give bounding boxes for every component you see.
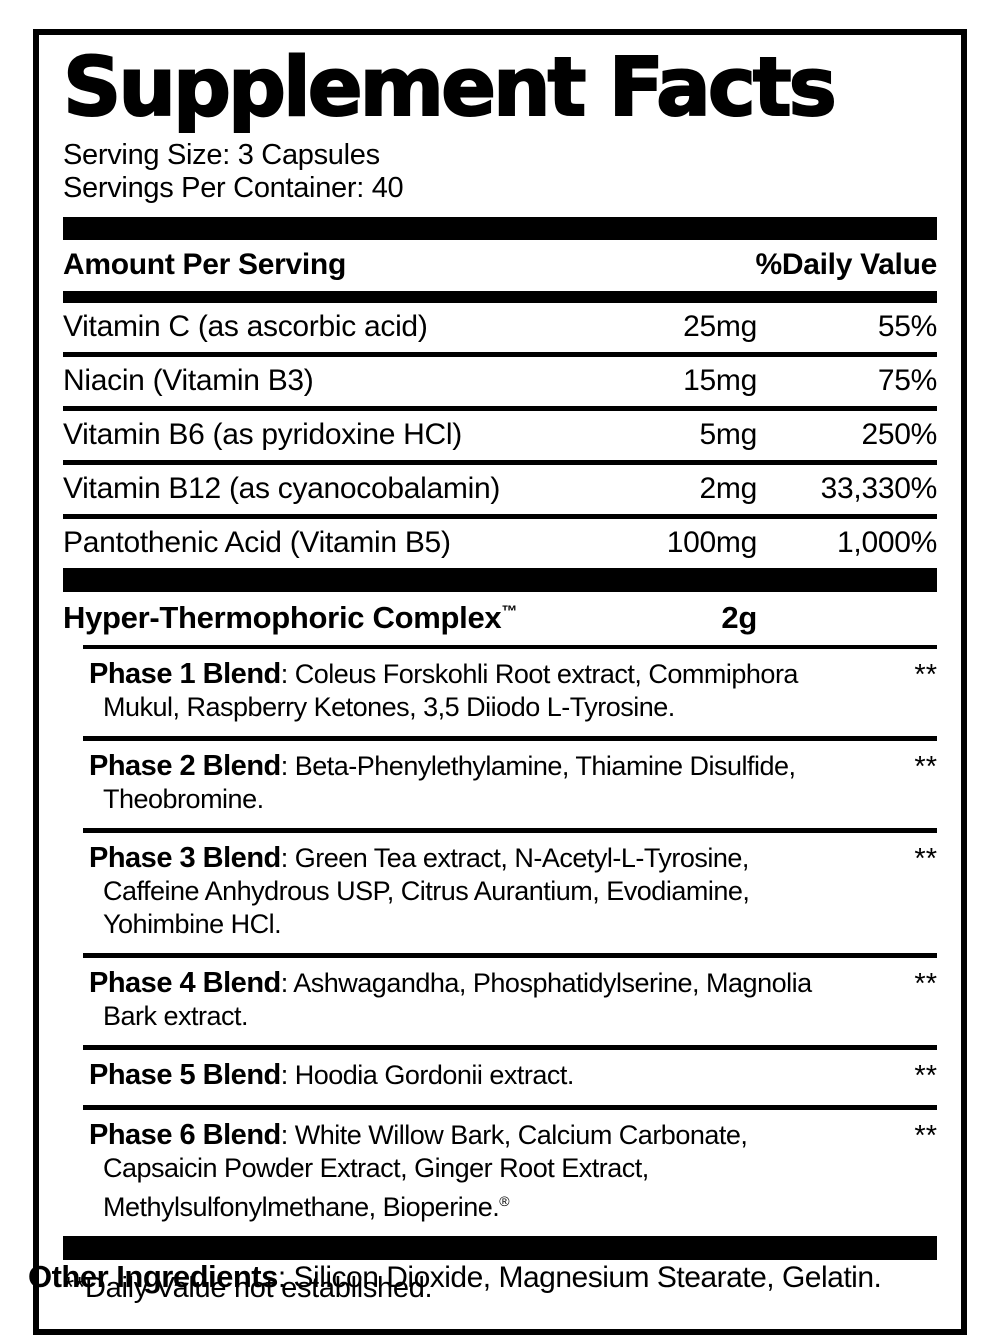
daily-value-footnote: **Daily Value not established. <box>63 1271 433 1304</box>
daily-value-header: %Daily Value <box>755 247 938 281</box>
nutrient-amount: 2mg <box>699 471 758 505</box>
phase-name: Phase 5 Blend <box>89 1058 281 1091</box>
nutrient-dv: 55% <box>877 309 937 343</box>
phase-name: Phase 1 Blend <box>89 657 281 690</box>
phase-row: Phase 3 Blend: Green Tea extract, N-Acet… <box>83 833 937 958</box>
phase-dv: ** <box>914 750 937 783</box>
phase-description: : White Willow Bark, Calcium Carbonate, … <box>103 1119 748 1222</box>
serving-size: Serving Size: 3 Capsules <box>63 138 380 171</box>
phase-dv: ** <box>914 1059 937 1092</box>
divider-bar <box>63 567 937 592</box>
complex-amount: 2g <box>721 599 757 635</box>
phase-dv: ** <box>914 842 937 875</box>
divider-bar <box>63 290 937 303</box>
complex-header-row: Hyper-Thermophoric Complex™ 2g <box>63 592 937 645</box>
phase-row: Phase 5 Blend: Hoodia Gordonii extract. … <box>83 1050 937 1110</box>
nutrient-dv: 75% <box>877 363 937 397</box>
phase-description: : Beta-Phenylethylamine, Thiamine Disulf… <box>103 750 796 814</box>
servings-per-container: Servings Per Container: 40 <box>63 171 404 204</box>
nutrient-dv: 33,330% <box>820 471 938 505</box>
phase-dv: ** <box>914 1119 937 1152</box>
supplement-facts-panel: Supplement Facts Serving Size: 3 Capsule… <box>33 29 967 1335</box>
nutrient-row: Vitamin B6 (as pyridoxine HCl) 5mg 250% <box>63 411 937 465</box>
phase-description: : Ashwagandha, Phosphatidylserine, Magno… <box>103 967 812 1031</box>
phase-text: Phase 3 Blend: Green Tea extract, N-Acet… <box>83 842 868 941</box>
phase-row: Phase 2 Blend: Beta-Phenylethylamine, Th… <box>83 741 937 833</box>
nutrient-row: Pantothenic Acid (Vitamin B5) 100mg 1,00… <box>63 519 937 568</box>
phase-description: : Green Tea extract, N-Acetyl-L-Tyrosine… <box>103 842 750 939</box>
nutrient-dv: 250% <box>861 417 937 451</box>
nutrient-name: Vitamin C (as ascorbic acid) <box>63 309 428 343</box>
nutrient-dv: 1,000% <box>837 525 937 559</box>
trademark-symbol: ™ <box>501 603 518 621</box>
other-ingredients-label: Other Ingredients <box>28 1259 278 1294</box>
phase-row: Phase 6 Blend: White Willow Bark, Calciu… <box>83 1110 937 1236</box>
nutrient-amount: 100mg <box>666 525 758 559</box>
complex-name: Hyper-Thermophoric Complex™ <box>63 600 637 636</box>
phase-dv: ** <box>914 658 937 691</box>
nutrient-name: Pantothenic Acid (Vitamin B5) <box>63 525 451 559</box>
nutrient-amount: 5mg <box>699 417 758 451</box>
nutrient-name: Niacin (Vitamin B3) <box>63 363 314 397</box>
phase-name: Phase 4 Blend <box>89 966 281 999</box>
registered-symbol: ® <box>499 1192 510 1209</box>
nutrient-amount: 15mg <box>683 363 757 397</box>
nutrient-row: Niacin (Vitamin B3) 15mg 75% <box>63 357 937 411</box>
phase-row: Phase 1 Blend: Coleus Forskohli Root ext… <box>83 649 937 741</box>
phase-text: Phase 5 Blend: Hoodia Gordonii extract. <box>83 1059 868 1092</box>
phase-row: Phase 4 Blend: Ashwagandha, Phosphatidyl… <box>83 958 937 1050</box>
phase-description: : Hoodia Gordonii extract. <box>280 1059 575 1090</box>
phase-text: Phase 2 Blend: Beta-Phenylethylamine, Th… <box>83 750 868 816</box>
panel-title: Supplement Facts <box>62 41 838 135</box>
nutrient-name: Vitamin B6 (as pyridoxine HCl) <box>63 417 462 451</box>
nutrient-row: Vitamin C (as ascorbic acid) 25mg 55% <box>63 303 937 357</box>
divider-bar <box>63 216 937 240</box>
column-header-row: Amount Per Serving %Daily Value <box>63 240 937 291</box>
serving-info: Serving Size: 3 Capsules Servings Per Co… <box>63 139 937 205</box>
phase-name: Phase 3 Blend <box>89 841 281 874</box>
phase-text: Phase 6 Blend: White Willow Bark, Calciu… <box>83 1119 868 1224</box>
other-ingredients-line: Other Ingredients: Silicon Dioxide, Magn… <box>28 1259 972 1295</box>
phase-name: Phase 2 Blend <box>89 749 281 782</box>
complex-name-text: Hyper-Thermophoric Complex <box>63 599 502 635</box>
other-ingredients-value: : Silicon Dioxide, Magnesium Stearate, G… <box>277 1261 882 1294</box>
phase-name: Phase 6 Blend <box>89 1118 281 1151</box>
nutrient-row: Vitamin B12 (as cyanocobalamin) 2mg 33,3… <box>63 465 937 519</box>
phase-blend-list: Phase 1 Blend: Coleus Forskohli Root ext… <box>83 644 937 1236</box>
nutrient-name: Vitamin B12 (as cyanocobalamin) <box>63 471 501 505</box>
nutrient-amount: 25mg <box>683 309 757 343</box>
amount-per-serving-header: Amount Per Serving <box>63 247 346 281</box>
phase-text: Phase 1 Blend: Coleus Forskohli Root ext… <box>83 658 868 724</box>
divider-bar <box>63 1235 937 1260</box>
phase-description: : Coleus Forskohli Root extract, Commiph… <box>103 658 798 722</box>
phase-dv: ** <box>914 967 937 1000</box>
phase-text: Phase 4 Blend: Ashwagandha, Phosphatidyl… <box>83 967 868 1033</box>
